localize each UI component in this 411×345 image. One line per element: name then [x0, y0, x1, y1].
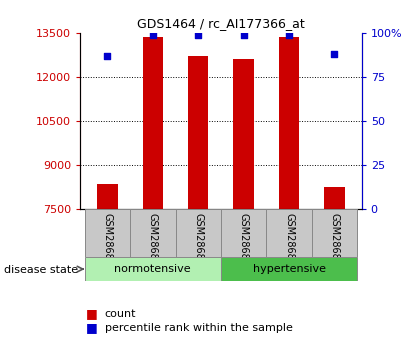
Bar [97, 184, 118, 209]
Bar [324, 187, 345, 209]
Text: GSM28684: GSM28684 [102, 213, 112, 265]
Text: GSM28685: GSM28685 [148, 213, 158, 266]
Point [240, 32, 247, 37]
Text: GSM28681: GSM28681 [239, 213, 249, 265]
Bar [85, 209, 130, 257]
Bar [175, 209, 221, 257]
Text: count: count [105, 309, 136, 319]
Text: hypertensive: hypertensive [252, 264, 326, 274]
Point [195, 32, 201, 37]
Point [104, 53, 111, 58]
Text: ■: ■ [86, 307, 98, 321]
Bar [130, 209, 175, 257]
Bar [143, 37, 163, 209]
Text: percentile rank within the sample: percentile rank within the sample [105, 323, 293, 333]
Bar [188, 56, 208, 209]
Text: GSM28683: GSM28683 [330, 213, 339, 265]
Bar [279, 37, 299, 209]
Text: disease state: disease state [4, 265, 78, 275]
Bar [312, 209, 357, 257]
Text: GSM28686: GSM28686 [193, 213, 203, 265]
Point [150, 32, 156, 37]
Bar [221, 209, 266, 257]
Title: GDS1464 / rc_AI177366_at: GDS1464 / rc_AI177366_at [137, 17, 305, 30]
Bar [266, 209, 312, 257]
Text: normotensive: normotensive [115, 264, 191, 274]
Bar [221, 257, 357, 281]
Point [331, 51, 338, 57]
Point [286, 32, 292, 37]
Bar [233, 59, 254, 209]
Bar [85, 257, 221, 281]
Text: ■: ■ [86, 321, 98, 334]
Text: GSM28682: GSM28682 [284, 213, 294, 266]
